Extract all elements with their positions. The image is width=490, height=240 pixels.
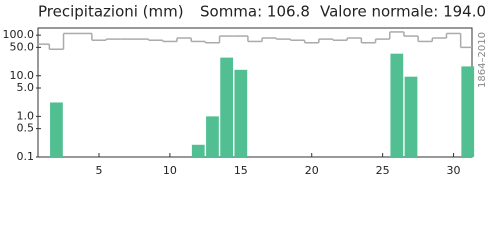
y-tick-label: 0.1: [17, 150, 35, 163]
x-tick-label: 20: [305, 164, 319, 177]
normal-label: Valore normale: 194.0: [320, 3, 486, 21]
bar: [461, 66, 475, 157]
sum-label: Somma: 106.8: [200, 3, 310, 21]
chart: Precipitazioni (mm) Somma: 106.8 Valore …: [3, 3, 489, 178]
bar: [50, 102, 63, 157]
period-label: 1864–2010: [477, 32, 488, 88]
bar: [404, 76, 418, 157]
chart-title: Precipitazioni (mm): [38, 3, 184, 21]
x-tick-label: 5: [95, 164, 102, 177]
y-tick-label: 1.0: [17, 109, 35, 122]
x-tick-label: 25: [376, 164, 390, 177]
x-tick-label: 30: [447, 164, 461, 177]
y-tick-label: 10.0: [10, 69, 35, 82]
y-tick-label: 5.0: [17, 81, 35, 94]
x-tick-label: 10: [163, 164, 177, 177]
bar: [206, 116, 219, 157]
bar: [234, 69, 248, 157]
y-tick-label: 50.0: [10, 40, 35, 53]
x-tick-label: 15: [234, 164, 248, 177]
bar: [220, 57, 234, 157]
y-tick-label: 100.0: [3, 28, 35, 41]
y-tick-label: 0.5: [17, 122, 35, 135]
bar: [390, 53, 404, 158]
bar: [191, 144, 205, 157]
